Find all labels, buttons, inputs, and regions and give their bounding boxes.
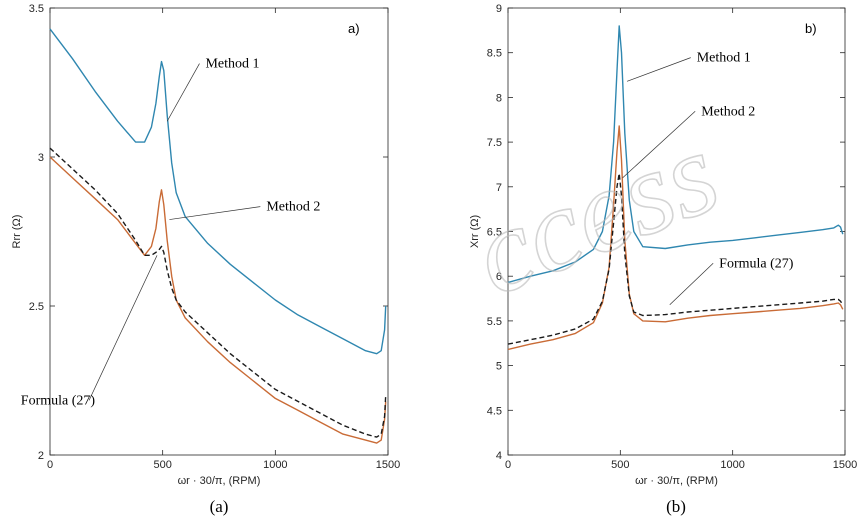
x-tick-label: 1500 bbox=[376, 459, 400, 471]
annotation-leader-method-2 bbox=[169, 206, 261, 220]
y-tick-label: 4 bbox=[496, 450, 502, 462]
x-axis-label: ωr · 30/π, (RPM) bbox=[178, 475, 261, 487]
y-tick-label: 5 bbox=[496, 361, 502, 373]
annotation-method-1: Method 1 bbox=[205, 57, 259, 72]
annotation-formula-27: Formula (27) bbox=[21, 393, 96, 408]
plot-frame bbox=[49, 7, 389, 456]
panel-tag: b) bbox=[805, 21, 817, 36]
y-tick-label: 7.5 bbox=[487, 137, 502, 149]
annotation-method-1: Method 1 bbox=[697, 51, 751, 66]
y-axis-label: Xrr (Ω) bbox=[469, 215, 481, 248]
x-tick-label: 1500 bbox=[833, 459, 857, 471]
x-tick-label: 0 bbox=[47, 459, 53, 471]
y-tick-label: 9 bbox=[496, 3, 502, 15]
y-tick-label: 7 bbox=[496, 182, 502, 194]
y-tick-label: 8 bbox=[496, 92, 502, 104]
x-tick-label: 0 bbox=[505, 459, 511, 471]
panel-caption: (b) bbox=[666, 497, 686, 516]
annotation-leader-formula-27 bbox=[669, 263, 714, 306]
chart-panel-b: 0 500 1000 1500 4 4.5 5 5.5 6 6.5 7 7.5 8 8.5 9 ωr · 30… bbox=[469, 3, 857, 516]
annotation-method-2: Method 2 bbox=[266, 200, 320, 215]
annotation-leader-method-1 bbox=[626, 57, 691, 82]
y-tick-label: 6 bbox=[496, 271, 502, 283]
chart-panel-a: 0 500 1000 1500 2 2.5 3 3.5 ωr · 30/π, (RPM) Rrr … bbox=[11, 3, 400, 516]
annotation-leader-method-1 bbox=[166, 63, 200, 122]
series-line-formula-27 bbox=[49, 147, 387, 438]
annotation-leader-method-2 bbox=[622, 111, 696, 179]
panel-tag: a) bbox=[348, 21, 360, 36]
annotation-formula-27: Formula (27) bbox=[719, 256, 794, 271]
y-tick-label: 2 bbox=[38, 450, 44, 462]
y-tick-label: 6.5 bbox=[487, 227, 502, 239]
y-tick-label: 4.5 bbox=[487, 405, 502, 417]
x-tick-label: 1000 bbox=[720, 459, 744, 471]
series-line-method-2 bbox=[507, 125, 844, 351]
series-line-method-1 bbox=[507, 25, 844, 284]
y-tick-label: 3 bbox=[38, 152, 44, 164]
series-line-method-1 bbox=[49, 28, 387, 355]
x-tick-label: 500 bbox=[153, 459, 171, 471]
panel-caption: (a) bbox=[210, 497, 229, 516]
x-axis-label: ωr · 30/π, (RPM) bbox=[635, 475, 718, 487]
y-axis-label: Rrr (Ω) bbox=[11, 215, 23, 249]
x-tick-label: 1000 bbox=[263, 459, 287, 471]
annotation-leader-formula-27 bbox=[88, 255, 158, 401]
annotation-method-2: Method 2 bbox=[701, 104, 755, 119]
x-tick-label: 500 bbox=[611, 459, 629, 471]
y-tick-label: 3.5 bbox=[29, 3, 44, 15]
y-tick-label: 8.5 bbox=[487, 48, 502, 60]
series-line-formula-27 bbox=[507, 172, 844, 345]
y-tick-label: 5.5 bbox=[487, 316, 502, 328]
y-tick-label: 2.5 bbox=[29, 301, 44, 313]
series-line-method-2 bbox=[49, 156, 387, 444]
